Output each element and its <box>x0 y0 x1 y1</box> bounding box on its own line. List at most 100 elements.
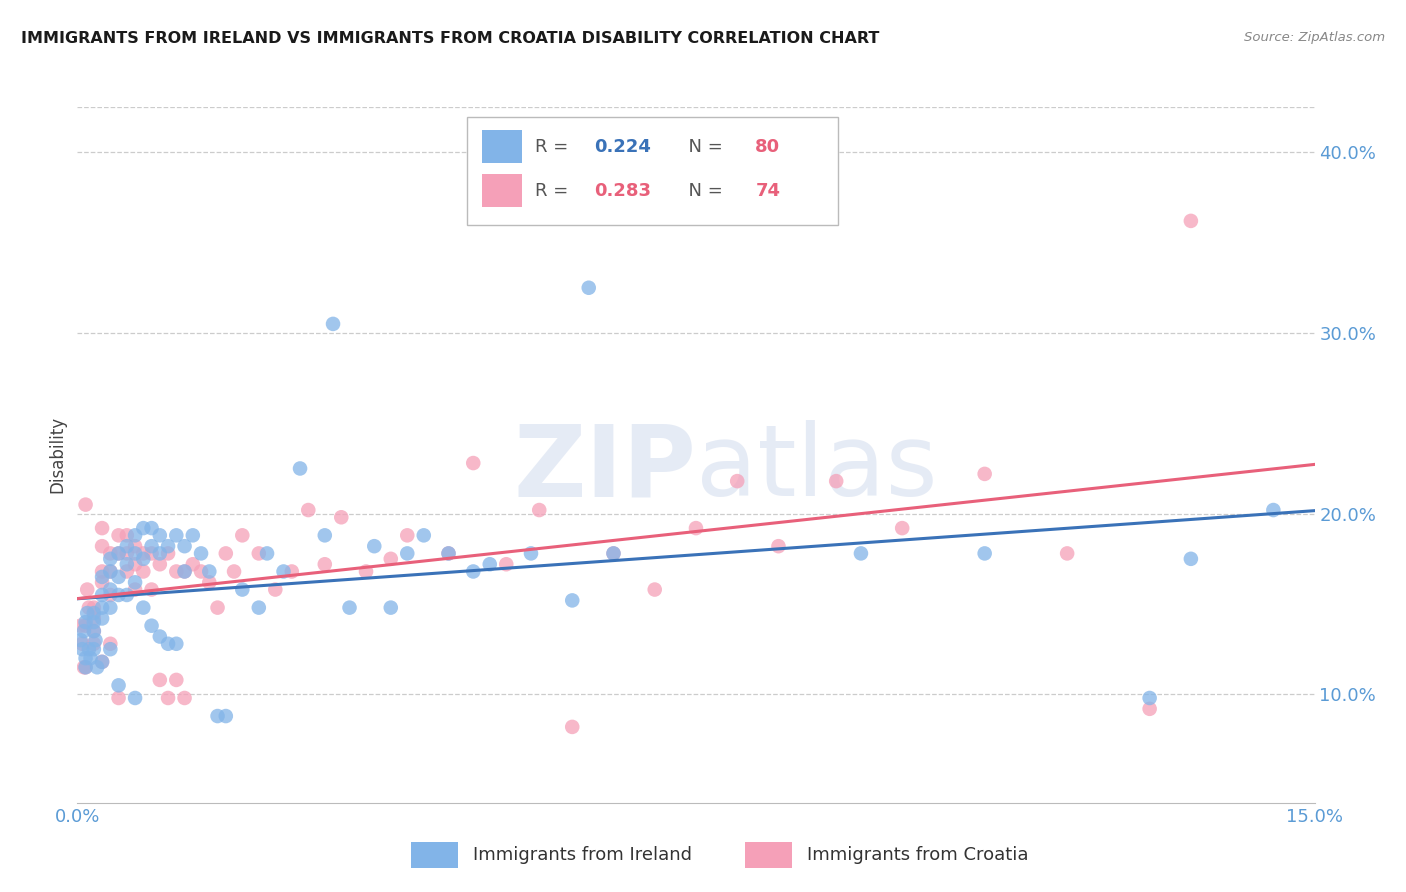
Point <box>115 558 138 572</box>
Text: N =: N = <box>678 182 728 200</box>
Point <box>602 546 624 560</box>
Point <box>124 528 146 542</box>
FancyBboxPatch shape <box>745 842 793 868</box>
Point <box>273 565 295 579</box>
Text: IMMIGRANTS FROM IRELAND VS IMMIGRANTS FROM CROATIA DISABILITY CORRELATION CHART: IMMIGRANTS FROM IRELAND VS IMMIGRANTS FR… <box>21 31 880 46</box>
Point <box>437 546 460 560</box>
Point <box>247 546 270 560</box>
Point <box>561 593 583 607</box>
Point <box>72 637 94 651</box>
Point <box>107 528 129 542</box>
Point <box>602 546 624 560</box>
Text: Source: ZipAtlas.com: Source: ZipAtlas.com <box>1244 31 1385 45</box>
Point <box>380 600 402 615</box>
Point <box>76 582 98 597</box>
Text: Immigrants from Croatia: Immigrants from Croatia <box>807 846 1029 864</box>
Point <box>124 582 146 597</box>
Point <box>264 582 287 597</box>
Y-axis label: Disability: Disability <box>48 417 66 493</box>
Point <box>1180 551 1202 566</box>
Point <box>107 546 129 560</box>
Text: 0.283: 0.283 <box>595 182 651 200</box>
Point <box>173 690 195 705</box>
Point <box>495 558 517 572</box>
Point <box>149 630 172 644</box>
Point <box>91 655 114 669</box>
Point <box>231 582 253 597</box>
Point <box>297 503 319 517</box>
Point <box>380 551 402 566</box>
Point <box>107 678 129 692</box>
Point <box>768 539 790 553</box>
Point <box>141 618 163 632</box>
Point <box>115 539 138 553</box>
Point <box>339 600 361 615</box>
Point <box>115 546 138 560</box>
Point <box>98 546 121 560</box>
Point <box>685 521 707 535</box>
Point <box>98 642 121 657</box>
Point <box>157 690 180 705</box>
Point <box>463 456 485 470</box>
Point <box>222 565 245 579</box>
Point <box>124 546 146 560</box>
Point <box>141 521 163 535</box>
Point <box>73 624 96 639</box>
Point <box>124 575 146 590</box>
Point <box>91 521 114 535</box>
Point <box>115 528 138 542</box>
Point <box>322 317 344 331</box>
Text: R =: R = <box>536 182 574 200</box>
Point <box>107 570 129 584</box>
Text: ZIP: ZIP <box>513 420 696 517</box>
Point <box>973 546 995 560</box>
Point <box>330 510 353 524</box>
Point <box>396 546 419 560</box>
Point <box>412 528 434 542</box>
Text: atlas: atlas <box>696 420 938 517</box>
Point <box>75 618 97 632</box>
FancyBboxPatch shape <box>482 130 522 163</box>
Point <box>149 673 172 687</box>
Text: N =: N = <box>678 137 728 156</box>
Point <box>281 565 304 579</box>
Point <box>165 673 187 687</box>
Point <box>165 528 187 542</box>
Point <box>190 565 212 579</box>
Point <box>91 575 114 590</box>
Point <box>157 546 180 560</box>
Point <box>73 660 96 674</box>
Point <box>247 600 270 615</box>
Text: 80: 80 <box>755 137 780 156</box>
Point <box>124 690 146 705</box>
Point <box>198 575 221 590</box>
Point <box>463 565 485 579</box>
Point <box>84 633 107 648</box>
Point <box>157 539 180 553</box>
Point <box>98 637 121 651</box>
FancyBboxPatch shape <box>412 842 458 868</box>
Point <box>173 539 195 553</box>
Point <box>207 600 229 615</box>
Point <box>83 637 105 651</box>
Point <box>198 565 221 579</box>
Point <box>77 642 100 657</box>
Point <box>91 600 114 615</box>
Point <box>83 600 105 615</box>
Point <box>75 651 97 665</box>
FancyBboxPatch shape <box>482 174 522 207</box>
Text: 74: 74 <box>755 182 780 200</box>
Point <box>91 570 114 584</box>
Point <box>141 582 163 597</box>
Point <box>149 528 172 542</box>
Point <box>75 615 97 629</box>
Point <box>165 565 187 579</box>
Point <box>173 565 195 579</box>
Text: R =: R = <box>536 137 574 156</box>
Point <box>98 600 121 615</box>
Point <box>91 611 114 625</box>
Point <box>132 600 155 615</box>
Point <box>124 539 146 553</box>
Point <box>91 539 114 553</box>
Point <box>1139 690 1161 705</box>
